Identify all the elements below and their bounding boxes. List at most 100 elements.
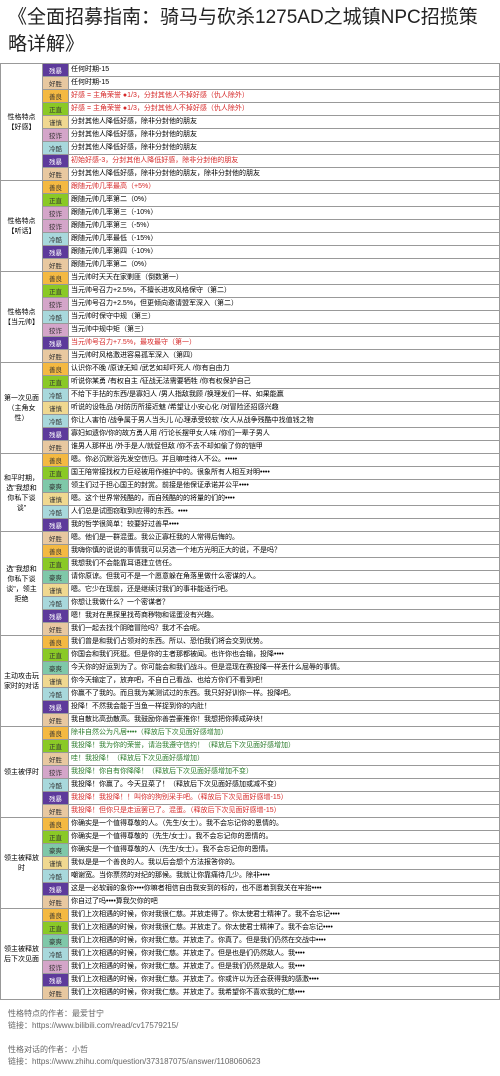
content-cell: 我们上次相遇的时候，你对我仁慈。并放走了。但是我们仍然是敌人。我••••: [69, 961, 500, 974]
category-cell: 选"我想和你私下谈谈"，领主拒绝: [1, 532, 43, 636]
tag-cell: 狡诈: [43, 220, 69, 233]
footer-credits: 性格特点的作者：最爱甘宁 链接：https://www.bilibili.com…: [0, 1000, 500, 1076]
content-cell: 跟随元帅几率第四（-10%）: [69, 246, 500, 259]
content-cell: 今天你的好运到为了。你可能会和我们战斗。但是混现在赛投降一样丢什么屈辱的事情。: [69, 662, 500, 675]
category-cell: 性格特点【好感】: [1, 64, 43, 181]
content-cell: 除非自然公为凡居••••（释放后下次见面好感增加）: [69, 727, 500, 740]
tag-cell: 狡诈: [43, 129, 69, 142]
tag-cell: 善良: [43, 181, 69, 194]
content-cell: 当元帅时天天在家剿匪（倒数第一）: [69, 272, 500, 285]
tag-cell: 好胜: [43, 987, 69, 1000]
content-cell: 跟随元帅几率最低（-15%）: [69, 233, 500, 246]
tag-cell: 正直: [43, 467, 69, 480]
tag-cell: 残暴: [43, 64, 69, 77]
content-cell: 当元帅时保守中规（第三）: [69, 311, 500, 324]
content-cell: 分封其他人降低好感，除非分封他的朋友: [69, 129, 500, 142]
content-cell: 嗯。它少在现前，还是继续讨我们的事非能适行吧。: [69, 584, 500, 597]
tag-cell: 谨慎: [43, 116, 69, 129]
content-cell: 当元帅中规中矩（第三）: [69, 324, 500, 337]
link-traits: 链接：https://www.bilibili.com/read/cv17579…: [8, 1020, 492, 1032]
content-cell: 我自散比高劲散高。我鼓励你善尝豪推你！我想把你捧成碎块！: [69, 714, 500, 727]
tag-cell: 好胜: [43, 714, 69, 727]
content-cell: 分封其他人降低好感，除非分封他的朋友，除非分封他的朋友: [69, 168, 500, 181]
tag-cell: 狡诈: [43, 207, 69, 220]
tag-cell: 好胜: [43, 441, 69, 454]
tag-cell: 残暴: [43, 610, 69, 623]
content-cell: 当元帅号召力+2.5%，但更倾向邀请盟军深入（第二）: [69, 298, 500, 311]
content-cell: 我们一起去找个阴暗冒险吗？我才不会呢。: [69, 623, 500, 636]
category-cell: 第一次见面（主角女性）: [1, 363, 43, 454]
content-cell: 人们总是试图窃取到I应得的东西。••••: [69, 506, 500, 519]
tag-cell: 狡诈: [43, 324, 69, 337]
content-cell: 我们上次相遇的时候，你对我仁慈。并放走了。但是也是们仍然敌人。我••••: [69, 948, 500, 961]
tag-cell: 冷酷: [43, 506, 69, 519]
content-cell: 我们上次相遇的时候，你对我仁慈。并放走了。你真了。但是我们仍然在交战中••••: [69, 935, 500, 948]
content-cell: 你今天输定了，放弃吧，不自白己看战、也给方你们不看到吧！: [69, 675, 500, 688]
tag-cell: 好胜: [43, 753, 69, 766]
content-cell: 你确实是一个值得尊敬的人。（先生/女士）。我不会忘记你的恩情的。: [69, 818, 500, 831]
content-cell: 分封其他人降低好感，除非分封他的朋友: [69, 116, 500, 129]
tag-cell: 冷酷: [43, 233, 69, 246]
tag-cell: 残暴: [43, 337, 69, 350]
content-cell: 跟随元帅几率第二（0%）: [69, 259, 500, 272]
tag-cell: 正直: [43, 194, 69, 207]
content-cell: 认识你不晚 /原谅无知 /武艺如却吓死人 /你有自由力: [69, 363, 500, 376]
tag-cell: 正直: [43, 558, 69, 571]
content-cell: 国王陪常接找权力巨经被用作维护中的。很象所有人相互对明••••: [69, 467, 500, 480]
tag-cell: 好胜: [43, 77, 69, 90]
content-cell: 投降！不然我会能于当鱼一样捉到你的内肚！: [69, 701, 500, 714]
tag-cell: 好胜: [43, 532, 69, 545]
content-cell: 听说你某勇 /有权自主 /征战无法需要牺牲 /你有权保护自己: [69, 376, 500, 389]
tag-cell: 善良: [43, 90, 69, 103]
content-cell: 嗯。这个世界常残酷的，而自残酷的的将量的们的••••: [69, 493, 500, 506]
tag-cell: 冷酷: [43, 142, 69, 155]
tag-cell: 残暴: [43, 155, 69, 168]
tag-cell: 好胜: [43, 259, 69, 272]
tag-cell: 正直: [43, 831, 69, 844]
tag-cell: 善良: [43, 636, 69, 649]
tag-cell: 冷酷: [43, 779, 69, 792]
tag-cell: 残暴: [43, 519, 69, 532]
content-cell: 你自过了吗••••算我欠你的吧: [69, 896, 500, 909]
content-cell: 我们上次相遇的时候，你对我仁慈。并放走了。我希望你不喜欢我的仁慈••••: [69, 987, 500, 1000]
tag-cell: 狡诈: [43, 961, 69, 974]
content-cell: 你赢不了我的。而且我为某测试过的东西。我只好好训你一样。投降吧。: [69, 688, 500, 701]
tag-cell: 好胜: [43, 168, 69, 181]
content-cell: 请你原谅。但我可不是一个愿意躲在角落里做什么密谋的人。: [69, 571, 500, 584]
content-cell: 我们上次相遇的时候，你对我很仁慈。并放走得了。你太使君士精神了。我不会忘记•••…: [69, 909, 500, 922]
content-cell: 不给下手拈的东西/是寡妇人 /男人指敌我顾 /换理发们一样、如果能赢: [69, 389, 500, 402]
tag-cell: 好胜: [43, 805, 69, 818]
category-cell: 领主被俘时: [1, 727, 43, 818]
content-cell: 这是一必软弱的象你••••你嘛者相信自由我安到的标的，也不愿着到我关在牢抬•••…: [69, 883, 500, 896]
content-cell: 我们上次相遇的时候，你对我仁慈。并放走了。你或许以为还会获得我的感激••••: [69, 974, 500, 987]
content-cell: 谁男人那样出 /外手是人/就促但敌 /你不去不却如偷了你的铠甲: [69, 441, 500, 454]
content-cell: 你确实是一个值得尊敬的（先生/女士）。我不会忘记你的恩情的。: [69, 831, 500, 844]
content-cell: 我投降！你自有你降降！（释放后下次见面好感增加不变）: [69, 766, 500, 779]
tag-cell: 好胜: [43, 623, 69, 636]
tag-cell: 谨慎: [43, 584, 69, 597]
main-table: 性格特点【好感】残暴任何时期-15好胜任何时期-15善良好感 = 主角荣誉 ●1…: [0, 63, 500, 1000]
content-cell: 领主们过于担心国王的封赏。前接是他保证承诺并公平••••: [69, 480, 500, 493]
tag-cell: 豪爽: [43, 662, 69, 675]
tag-cell: 冷酷: [43, 688, 69, 701]
author-traits: 性格特点的作者：最爱甘宁: [8, 1008, 492, 1020]
content-cell: 寡妇如遗你/你的故方勇人用 /行论长摆甲女人味 /你们一辈子男人: [69, 428, 500, 441]
content-cell: 嘲谢宽。当你票然的对纪的那候。我就让你靠痛待几少。除非••••: [69, 870, 500, 883]
tag-cell: 善良: [43, 363, 69, 376]
content-cell: 分封其他人降低好感，除非分封他的朋友: [69, 142, 500, 155]
tag-cell: 正直: [43, 103, 69, 116]
content-cell: 跟随元帅几率第三（-5%）: [69, 220, 500, 233]
content-cell: 我们曾是和我们占领对的东西。所以、恐怕我们将会交到优势。: [69, 636, 500, 649]
content-cell: 初始好感-3，分封其他人降低好感，除非分封他的朋友: [69, 155, 500, 168]
category-cell: 领主被释放时: [1, 818, 43, 909]
tag-cell: 豪爽: [43, 480, 69, 493]
tag-cell: 冷酷: [43, 870, 69, 883]
content-cell: 哇！我投降！（释放后下次见面好感增加）: [69, 753, 500, 766]
tag-cell: 善良: [43, 909, 69, 922]
tag-cell: 谨慎: [43, 675, 69, 688]
link-dialog: 链接：https://www.zhihu.com/question/373187…: [8, 1056, 492, 1068]
content-cell: 当元帅时风格激进容易孤军深入（第四）: [69, 350, 500, 363]
tag-cell: 冷酷: [43, 415, 69, 428]
tag-cell: 善良: [43, 727, 69, 740]
content-cell: 我投降！我投降！！叫你的狗别采手吧。（释放后下次见面好感增-15）: [69, 792, 500, 805]
